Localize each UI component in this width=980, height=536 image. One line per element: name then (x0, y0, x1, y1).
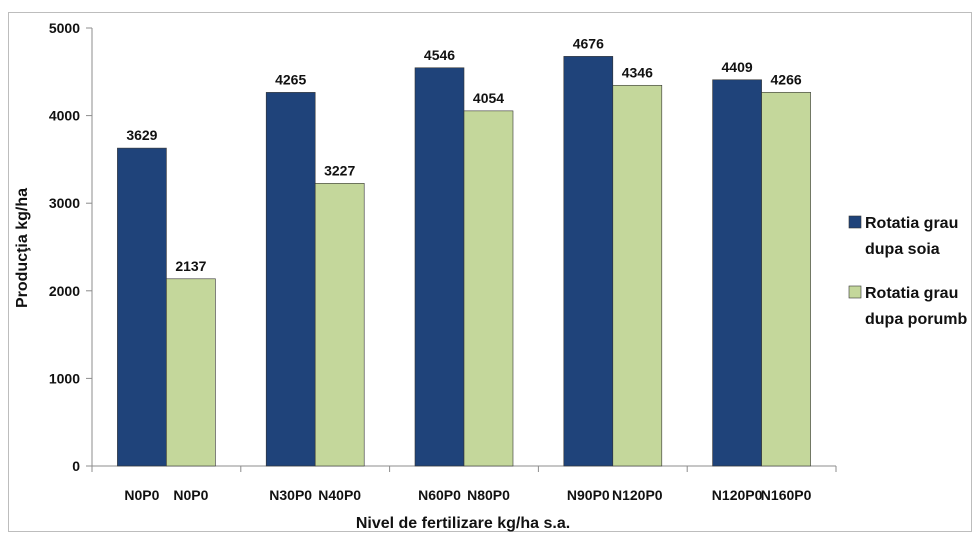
y-tick-label: 4000 (49, 108, 80, 124)
x-tick-label: N40P0 (318, 487, 361, 503)
data-label: 4266 (771, 71, 802, 87)
data-label: 4676 (573, 35, 604, 51)
bar-series-2 (464, 111, 513, 466)
bar-series-1 (415, 68, 464, 466)
data-label: 2137 (175, 258, 206, 274)
legend-label: dupa porumb (865, 311, 967, 328)
x-tick-label: N0P0 (124, 487, 159, 503)
x-tick-label: N120P0 (612, 487, 663, 503)
y-axis-title: Producţia kg/ha (14, 188, 31, 308)
data-label: 4546 (424, 47, 455, 63)
bar-series-1 (713, 80, 762, 466)
bar-series-1 (564, 56, 613, 466)
x-tick-label: N60P0 (418, 487, 461, 503)
data-label: 4346 (622, 64, 653, 80)
x-tick-label: N160P0 (761, 487, 812, 503)
legend-swatch-1 (849, 216, 861, 228)
data-label: 3227 (324, 162, 355, 178)
bar-series-2 (613, 85, 662, 466)
x-axis-title: Nivel de fertilizare kg/ha s.a. (356, 515, 570, 532)
data-label: 3629 (126, 127, 157, 143)
y-tick-label: 3000 (49, 195, 80, 211)
legend: Rotatia grau dupa soia Rotatia grau dupa po… (849, 215, 967, 328)
x-tick-label: N30P0 (269, 487, 312, 503)
bar-series-2 (762, 92, 811, 466)
bar-series-1 (117, 148, 166, 466)
legend-label: Rotatia grau (865, 285, 958, 302)
x-tick-label: N90P0 (567, 487, 610, 503)
data-label: 4409 (722, 59, 753, 75)
bar-series-2 (315, 183, 364, 466)
bar-series-1 (266, 92, 315, 466)
y-tick-label: 5000 (49, 20, 80, 36)
x-tick-label: N0P0 (173, 487, 208, 503)
bar-series-2 (166, 279, 215, 466)
data-label: 4054 (473, 90, 504, 106)
y-tick-label: 1000 (49, 370, 80, 386)
legend-label: dupa soia (865, 241, 940, 258)
x-tick-label: N80P0 (467, 487, 510, 503)
y-tick-label: 2000 (49, 283, 80, 299)
legend-label: Rotatia grau (865, 215, 958, 232)
data-label: 4265 (275, 71, 306, 87)
bars (117, 56, 810, 466)
legend-swatch-2 (849, 286, 861, 298)
y-tick-label: 0 (72, 458, 80, 474)
x-tick-label: N120P0 (712, 487, 763, 503)
